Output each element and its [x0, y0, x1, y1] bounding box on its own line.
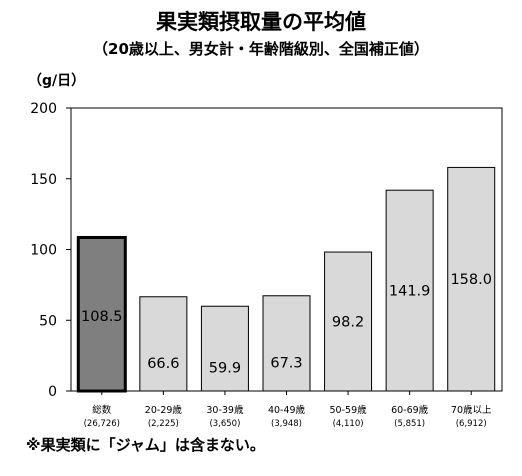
bar-value-label: 66.6 — [147, 356, 179, 372]
bar-value-label: 98.2 — [332, 315, 364, 331]
x-category-label: 30-39歳 — [206, 404, 244, 416]
bar — [76, 235, 127, 393]
x-category-label: 総数 — [92, 404, 112, 416]
x-category-label: 70歳以上 — [451, 404, 492, 416]
bar — [447, 166, 496, 392]
footnote: ※果実類に「ジャム」は含まない。 — [26, 436, 265, 454]
x-category-label: 40-49歳 — [268, 404, 306, 416]
y-tick-label: 100 — [30, 243, 57, 259]
y-tick-label: 50 — [39, 313, 57, 329]
y-tick-label: 200 — [30, 101, 57, 117]
bar — [324, 251, 373, 392]
x-count-label: (3,650) — [209, 419, 240, 429]
x-count-label: (3,948) — [271, 419, 302, 429]
x-count-label: (5,851) — [394, 419, 425, 429]
chart-subtitle: （20歳以上、男女計・年齢階級別、全国補正値） — [93, 40, 429, 58]
bar-value-label: 59.9 — [209, 361, 241, 377]
bar — [262, 295, 311, 392]
y-axis-unit-label: （g/日） — [28, 73, 86, 89]
bar — [139, 296, 188, 392]
x-category-label: 50-59歳 — [330, 404, 368, 416]
x-category-label: 20-29歳 — [145, 404, 183, 416]
bar-value-label: 67.3 — [270, 355, 302, 371]
y-tick-label: 150 — [30, 172, 57, 188]
bar-value-label: 108.5 — [81, 309, 123, 325]
x-count-label: (2,225) — [148, 419, 179, 429]
x-count-label: (26,726) — [84, 419, 120, 429]
bar-value-label: 158.0 — [450, 272, 492, 288]
x-category-label: 60-69歳 — [391, 404, 429, 416]
chart-title: 果実類摂取量の平均値 — [156, 10, 366, 34]
x-count-label: (4,110) — [333, 419, 364, 429]
x-count-label: (6,912) — [456, 419, 487, 429]
bar — [200, 305, 249, 392]
bar-value-label: 141.9 — [389, 284, 431, 300]
y-tick-label: 0 — [48, 384, 57, 400]
